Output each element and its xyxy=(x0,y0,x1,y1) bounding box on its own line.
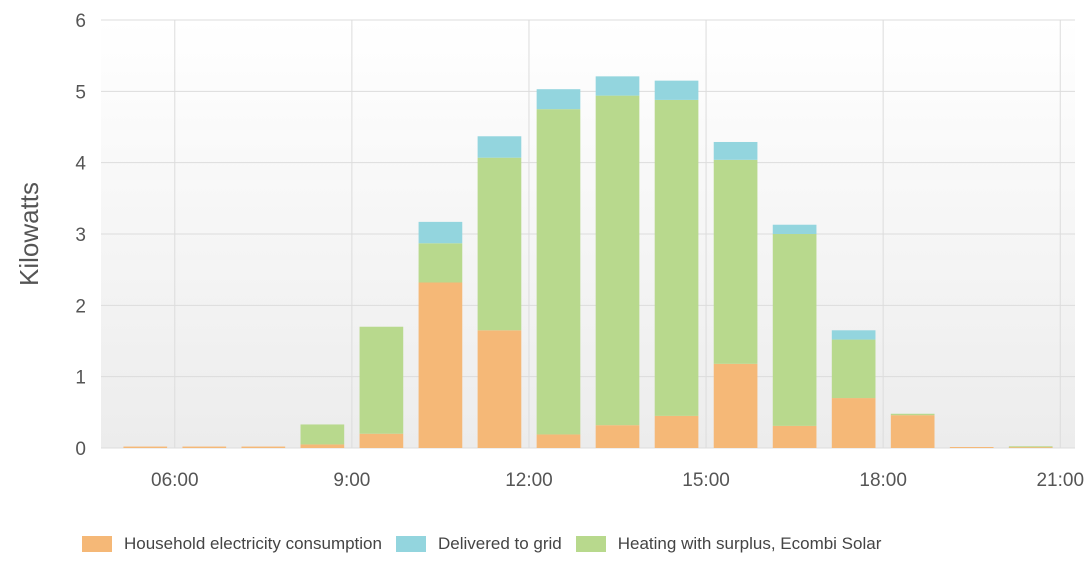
bar-segment-household[interactable] xyxy=(949,447,994,448)
y-tick-label: 6 xyxy=(75,11,86,32)
bar-segment-grid[interactable] xyxy=(536,89,581,110)
bar-segment-household[interactable] xyxy=(418,282,463,448)
bar-segment-household[interactable] xyxy=(772,425,817,448)
bar-segment-heating[interactable] xyxy=(418,243,463,283)
bar-segment-heating[interactable] xyxy=(772,234,817,426)
bar-segment-grid[interactable] xyxy=(713,141,758,160)
legend-swatch-household xyxy=(82,536,112,552)
y-tick-label: 2 xyxy=(75,296,86,317)
bar-segment-household[interactable] xyxy=(123,446,168,448)
bar-segment-household[interactable] xyxy=(359,433,404,448)
bar-segment-household[interactable] xyxy=(595,425,640,448)
bar-segment-heating[interactable] xyxy=(477,157,522,331)
bar-segment-heating[interactable] xyxy=(890,413,935,416)
bar-segment-household[interactable] xyxy=(241,446,286,448)
y-tick-label: 3 xyxy=(75,225,86,246)
x-tick-label: 06:00 xyxy=(151,470,199,491)
y-axis-label: Kilowatts xyxy=(14,182,44,286)
legend-item-household[interactable]: Household electricity consumption xyxy=(82,534,382,554)
bar-segment-grid[interactable] xyxy=(477,136,522,158)
legend-item-heating[interactable]: Heating with surplus, Ecombi Solar xyxy=(575,534,882,554)
bar-segment-grid[interactable] xyxy=(831,330,876,340)
x-tick-label: 12:00 xyxy=(505,470,553,491)
bar-segment-household[interactable] xyxy=(654,415,699,448)
x-tick-label: 15:00 xyxy=(682,470,730,491)
bar-segment-household[interactable] xyxy=(182,446,227,448)
bar-segment-grid[interactable] xyxy=(418,221,463,244)
legend-item-grid[interactable]: Delivered to grid xyxy=(395,534,562,554)
legend-label-household: Household electricity consumption xyxy=(124,534,382,553)
bar-segment-household[interactable] xyxy=(536,434,581,448)
x-tick-label: 9:00 xyxy=(333,470,370,491)
legend: Household electricity consumption Delive… xyxy=(82,534,895,554)
y-tick-label: 0 xyxy=(75,439,86,460)
bar-segment-household[interactable] xyxy=(300,444,345,448)
x-tick-label: 21:00 xyxy=(1036,470,1084,491)
bar-segment-heating[interactable] xyxy=(831,339,876,399)
bar-segment-household[interactable] xyxy=(890,415,935,448)
y-tick-label: 5 xyxy=(75,82,86,103)
bar-segment-grid[interactable] xyxy=(654,80,699,100)
y-tick-label: 1 xyxy=(75,368,86,389)
bar-segment-household[interactable] xyxy=(477,330,522,448)
bar-segment-heating[interactable] xyxy=(300,424,345,445)
bar-segment-heating[interactable] xyxy=(654,99,699,416)
legend-swatch-heating xyxy=(575,536,606,552)
bar-segment-heating[interactable] xyxy=(359,326,404,434)
bar-segment-heating[interactable] xyxy=(536,109,581,435)
bar-segment-household[interactable] xyxy=(831,398,876,448)
legend-label-grid: Delivered to grid xyxy=(437,534,562,553)
bar-segment-household[interactable] xyxy=(1008,447,1053,448)
bar-segment-household[interactable] xyxy=(713,363,758,448)
bar-segment-heating[interactable] xyxy=(713,159,758,364)
legend-swatch-grid xyxy=(395,536,426,552)
bar-segment-heating[interactable] xyxy=(595,95,640,426)
legend-label-heating: Heating with surplus, Ecombi Solar xyxy=(617,534,882,553)
bar-segment-heating[interactable] xyxy=(1008,446,1053,448)
bar-segment-grid[interactable] xyxy=(595,76,640,96)
y-tick-label: 4 xyxy=(75,154,86,175)
bar-segment-grid[interactable] xyxy=(772,224,817,234)
x-tick-label: 18:00 xyxy=(859,470,907,491)
